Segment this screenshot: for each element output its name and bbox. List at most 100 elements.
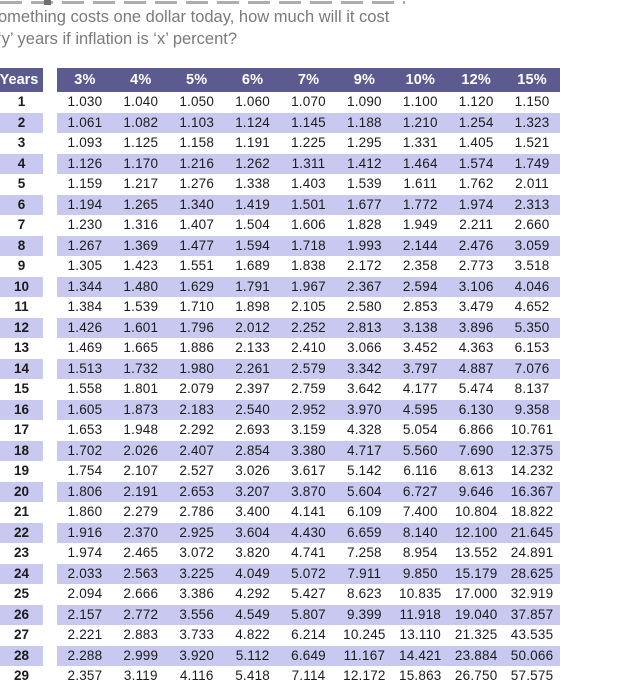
table-header-row: Years 3% 4% 5% 6% 7% 9% 10% 12% 15% — [0, 68, 560, 92]
rate-cell: 1.120 — [458, 94, 494, 109]
rate-cell: 1.103 — [179, 114, 215, 130]
rate-cell: 2.094 — [67, 586, 103, 602]
rate-cell: 1.629 — [179, 278, 215, 294]
table-row: 2 1.061 1.082 1.103 1.124 1.145 1.188 1.210 1.25… — [0, 112, 560, 134]
rate-cell: 1.158 — [179, 135, 215, 151]
rate-cell: 1.426 — [67, 319, 103, 335]
year-cell: 10 — [0, 276, 43, 298]
rate-cell: 1.311 — [291, 155, 326, 171]
rate-cell: 2.313 — [514, 196, 550, 212]
table-row: 8 1.267 1.369 1.477 1.594 1.718 1.993 2.144 2.47… — [0, 235, 560, 257]
rate-cells: 1.426 1.601 1.796 2.012 2.252 2.813 3.138 3.896… — [57, 317, 560, 339]
year-cell: 29 — [13, 668, 30, 684]
rate-cell: 3.207 — [235, 483, 270, 499]
rate-cell: 4.116 — [179, 668, 214, 684]
rate-cell: 2.527 — [179, 463, 215, 479]
rate-cell: 3.733 — [179, 627, 215, 643]
rate-cell: 3.556 — [179, 606, 215, 622]
table-row: 20 1.806 2.191 2.653 3.207 3.870 5.604 6.727 9.6… — [0, 481, 560, 503]
year-cell: 5 — [17, 176, 26, 192]
rate-cell: 8.613 — [458, 463, 494, 479]
rate-cell: 1.254 — [458, 114, 494, 130]
year-cell: 19 — [13, 463, 30, 479]
rate-cell: 2.211 — [459, 217, 494, 233]
year-cell: 22 — [0, 522, 43, 544]
rate-cell: 28.625 — [510, 565, 554, 581]
rate-cell: 3.225 — [179, 565, 215, 581]
column-gap — [43, 522, 57, 544]
rate-cell: 1.754 — [67, 463, 103, 479]
column-gap — [43, 358, 57, 380]
rate-cell: 1.967 — [291, 278, 326, 294]
rate-cell: 2.221 — [67, 627, 103, 643]
rate-cell: 1.217 — [123, 176, 159, 192]
rate-cell: 6.649 — [291, 647, 326, 663]
rate-cell: 8.137 — [514, 381, 550, 397]
rate-cell: 4.177 — [402, 381, 438, 397]
rate-cell: 3.026 — [235, 463, 270, 479]
table-row: 11 1.384 1.539 1.710 1.898 2.105 2.580 2.853 3.4… — [0, 297, 560, 318]
rate-cell: 1.191 — [235, 135, 270, 151]
rate-cell: 6.130 — [458, 401, 494, 417]
rate-cell: 2.410 — [291, 340, 326, 356]
column-gap — [43, 481, 57, 503]
rate-cell: 4.363 — [458, 340, 494, 356]
column-gap — [43, 215, 57, 236]
rate-cell: 2.033 — [67, 565, 103, 581]
rate-cell: 4.652 — [514, 299, 550, 315]
rate-cell: 1.194 — [67, 196, 103, 212]
rate-cell: 3.479 — [458, 299, 494, 315]
column-gap — [43, 440, 57, 462]
year-cell: 3 — [17, 135, 26, 151]
rate-cell: 9.399 — [346, 606, 382, 622]
rate-cells: 1.030 1.040 1.050 1.060 1.070 1.090 1.100 1.120… — [57, 92, 560, 113]
rate-cells: 2.033 2.563 3.225 4.049 5.072 7.911 9.850 15.17… — [57, 563, 560, 585]
rate-cell: 3.400 — [235, 504, 270, 520]
rate-cell: 2.157 — [67, 606, 103, 622]
rate-cell: 6.214 — [291, 627, 326, 643]
rate-cell: 57.575 — [510, 668, 554, 684]
table-row: 3 1.093 1.125 1.158 1.191 1.225 1.295 1.331 1.40… — [0, 133, 560, 154]
rate-cells: 1.230 1.316 1.407 1.504 1.606 1.828 1.949 2.211… — [57, 215, 560, 236]
rate-cell: 21.645 — [510, 524, 554, 540]
rate-header: 7% — [297, 72, 320, 88]
rate-cell: 3.386 — [179, 586, 215, 602]
rate-cell: 1.594 — [235, 237, 270, 253]
rate-cell: 5.142 — [346, 463, 382, 479]
rate-cell: 4.328 — [346, 422, 382, 438]
rate-cell: 3.970 — [346, 401, 382, 417]
rate-cell: 3.119 — [123, 668, 158, 684]
rate-cell: 2.579 — [291, 360, 326, 376]
rate-cell: 19.040 — [454, 606, 498, 622]
table-row: 23 1.974 2.465 3.072 3.820 4.741 7.258 8.954 13.… — [0, 543, 560, 564]
rate-cell: 3.159 — [291, 422, 326, 438]
table-row: 26 2.157 2.772 3.556 4.549 5.807 9.399 11.918 19… — [0, 604, 560, 626]
rate-cell: 6.659 — [346, 524, 382, 540]
rate-cell: 18.822 — [510, 504, 554, 520]
rate-cells: 1.513 1.732 1.980 2.261 2.579 3.342 3.797 4.887… — [57, 358, 560, 380]
rate-cell: 1.126 — [67, 155, 103, 171]
rate-cell: 2.292 — [179, 422, 215, 438]
rate-cell: 23.884 — [454, 647, 498, 663]
rate-cell: 1.340 — [179, 196, 215, 212]
rate-cell: 2.540 — [235, 401, 270, 417]
rate-cell: 1.150 — [514, 94, 550, 109]
rate-cell: 1.828 — [346, 217, 382, 233]
rate-cell: 24.891 — [510, 545, 554, 561]
rate-cell: 8.140 — [402, 524, 438, 540]
rate-cell: 2.397 — [235, 381, 270, 397]
rate-cell: 1.521 — [514, 135, 550, 151]
years-header-label: Years — [0, 72, 39, 88]
rate-cell: 1.477 — [179, 237, 215, 253]
rate-cell: 9.646 — [458, 483, 494, 499]
rate-cell: 3.342 — [346, 360, 382, 376]
table-body: 1 1.030 1.040 1.050 1.060 1.070 1.090 1.100 1.12… — [0, 92, 560, 687]
title-letter-fragment — [44, 0, 51, 5]
rate-cell: 2.594 — [402, 278, 438, 294]
rate-cell: 1.188 — [346, 114, 382, 130]
rate-cell: 1.030 — [67, 94, 103, 109]
table-row: 29 2.357 3.119 4.116 5.418 7.114 12.172 15.863 2… — [0, 666, 560, 687]
rate-cell: 1.677 — [346, 196, 382, 212]
rate-cell: 6.866 — [458, 422, 494, 438]
rate-cell: 2.653 — [179, 483, 215, 499]
